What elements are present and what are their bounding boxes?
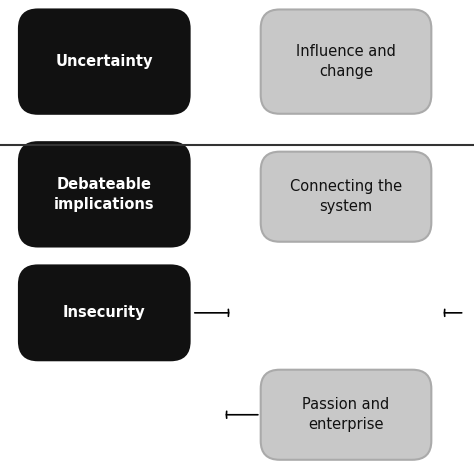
Text: Debateable
implications: Debateable implications <box>54 177 155 212</box>
Text: Influence and
change: Influence and change <box>296 44 396 79</box>
FancyBboxPatch shape <box>261 9 431 114</box>
Text: Uncertainty: Uncertainty <box>55 54 153 69</box>
FancyBboxPatch shape <box>19 265 190 360</box>
Text: Insecurity: Insecurity <box>63 305 146 320</box>
FancyBboxPatch shape <box>261 152 431 242</box>
FancyBboxPatch shape <box>19 9 190 114</box>
FancyBboxPatch shape <box>261 370 431 460</box>
FancyBboxPatch shape <box>19 142 190 246</box>
Text: Passion and
enterprise: Passion and enterprise <box>302 397 390 432</box>
Text: Connecting the
system: Connecting the system <box>290 179 402 214</box>
